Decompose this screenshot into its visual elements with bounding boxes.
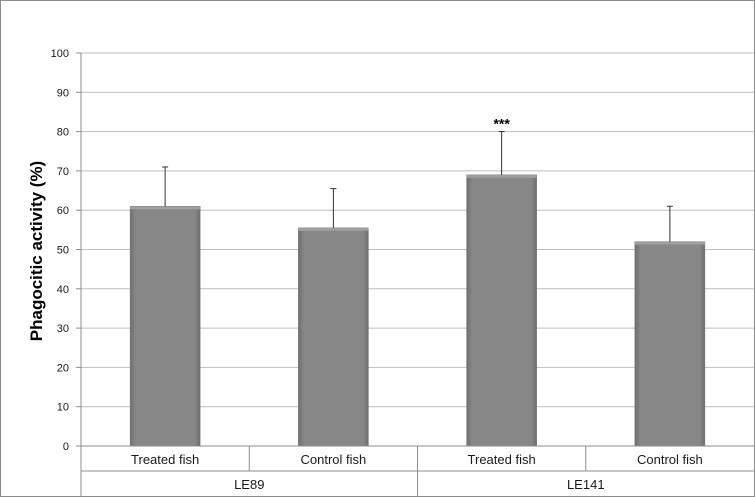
- y-tick-label: 20: [57, 362, 69, 374]
- bar: [129, 206, 201, 447]
- bar-top-highlight: [634, 241, 705, 245]
- bar-top-highlight: [298, 227, 369, 231]
- bar: [298, 227, 369, 447]
- y-tick-label: 60: [57, 205, 69, 217]
- y-tick-label: 90: [57, 87, 69, 99]
- x-category-label: Control fish: [301, 452, 367, 467]
- x-group-label: LE89: [234, 477, 264, 492]
- y-tick-label: 40: [57, 284, 69, 296]
- significance-label: ***: [493, 116, 510, 132]
- y-tick-label: 10: [57, 402, 69, 414]
- x-category-label: Control fish: [637, 452, 703, 467]
- bar: [466, 174, 537, 447]
- bar-top-highlight: [466, 174, 537, 178]
- bars: [129, 131, 706, 447]
- y-axis-title: Phagocitic activity (%): [27, 161, 46, 341]
- y-tick-label: 0: [63, 441, 69, 453]
- y-tick-label: 50: [57, 245, 69, 257]
- y-tick-label: 30: [57, 323, 69, 335]
- y-tick-label: 100: [51, 48, 69, 60]
- x-category-label: Treated fish: [131, 452, 199, 467]
- y-tick-label: 70: [57, 166, 69, 178]
- x-category-label: Treated fish: [468, 452, 536, 467]
- labels: 0 10 20 30 40 50 60 70 80 90 100 Treated fish Contro…: [51, 48, 703, 492]
- axes: [76, 52, 754, 496]
- bar: [634, 241, 706, 447]
- x-group-label: LE141: [567, 477, 605, 492]
- bar-top-highlight: [130, 206, 201, 210]
- y-tick-label: 80: [57, 127, 69, 139]
